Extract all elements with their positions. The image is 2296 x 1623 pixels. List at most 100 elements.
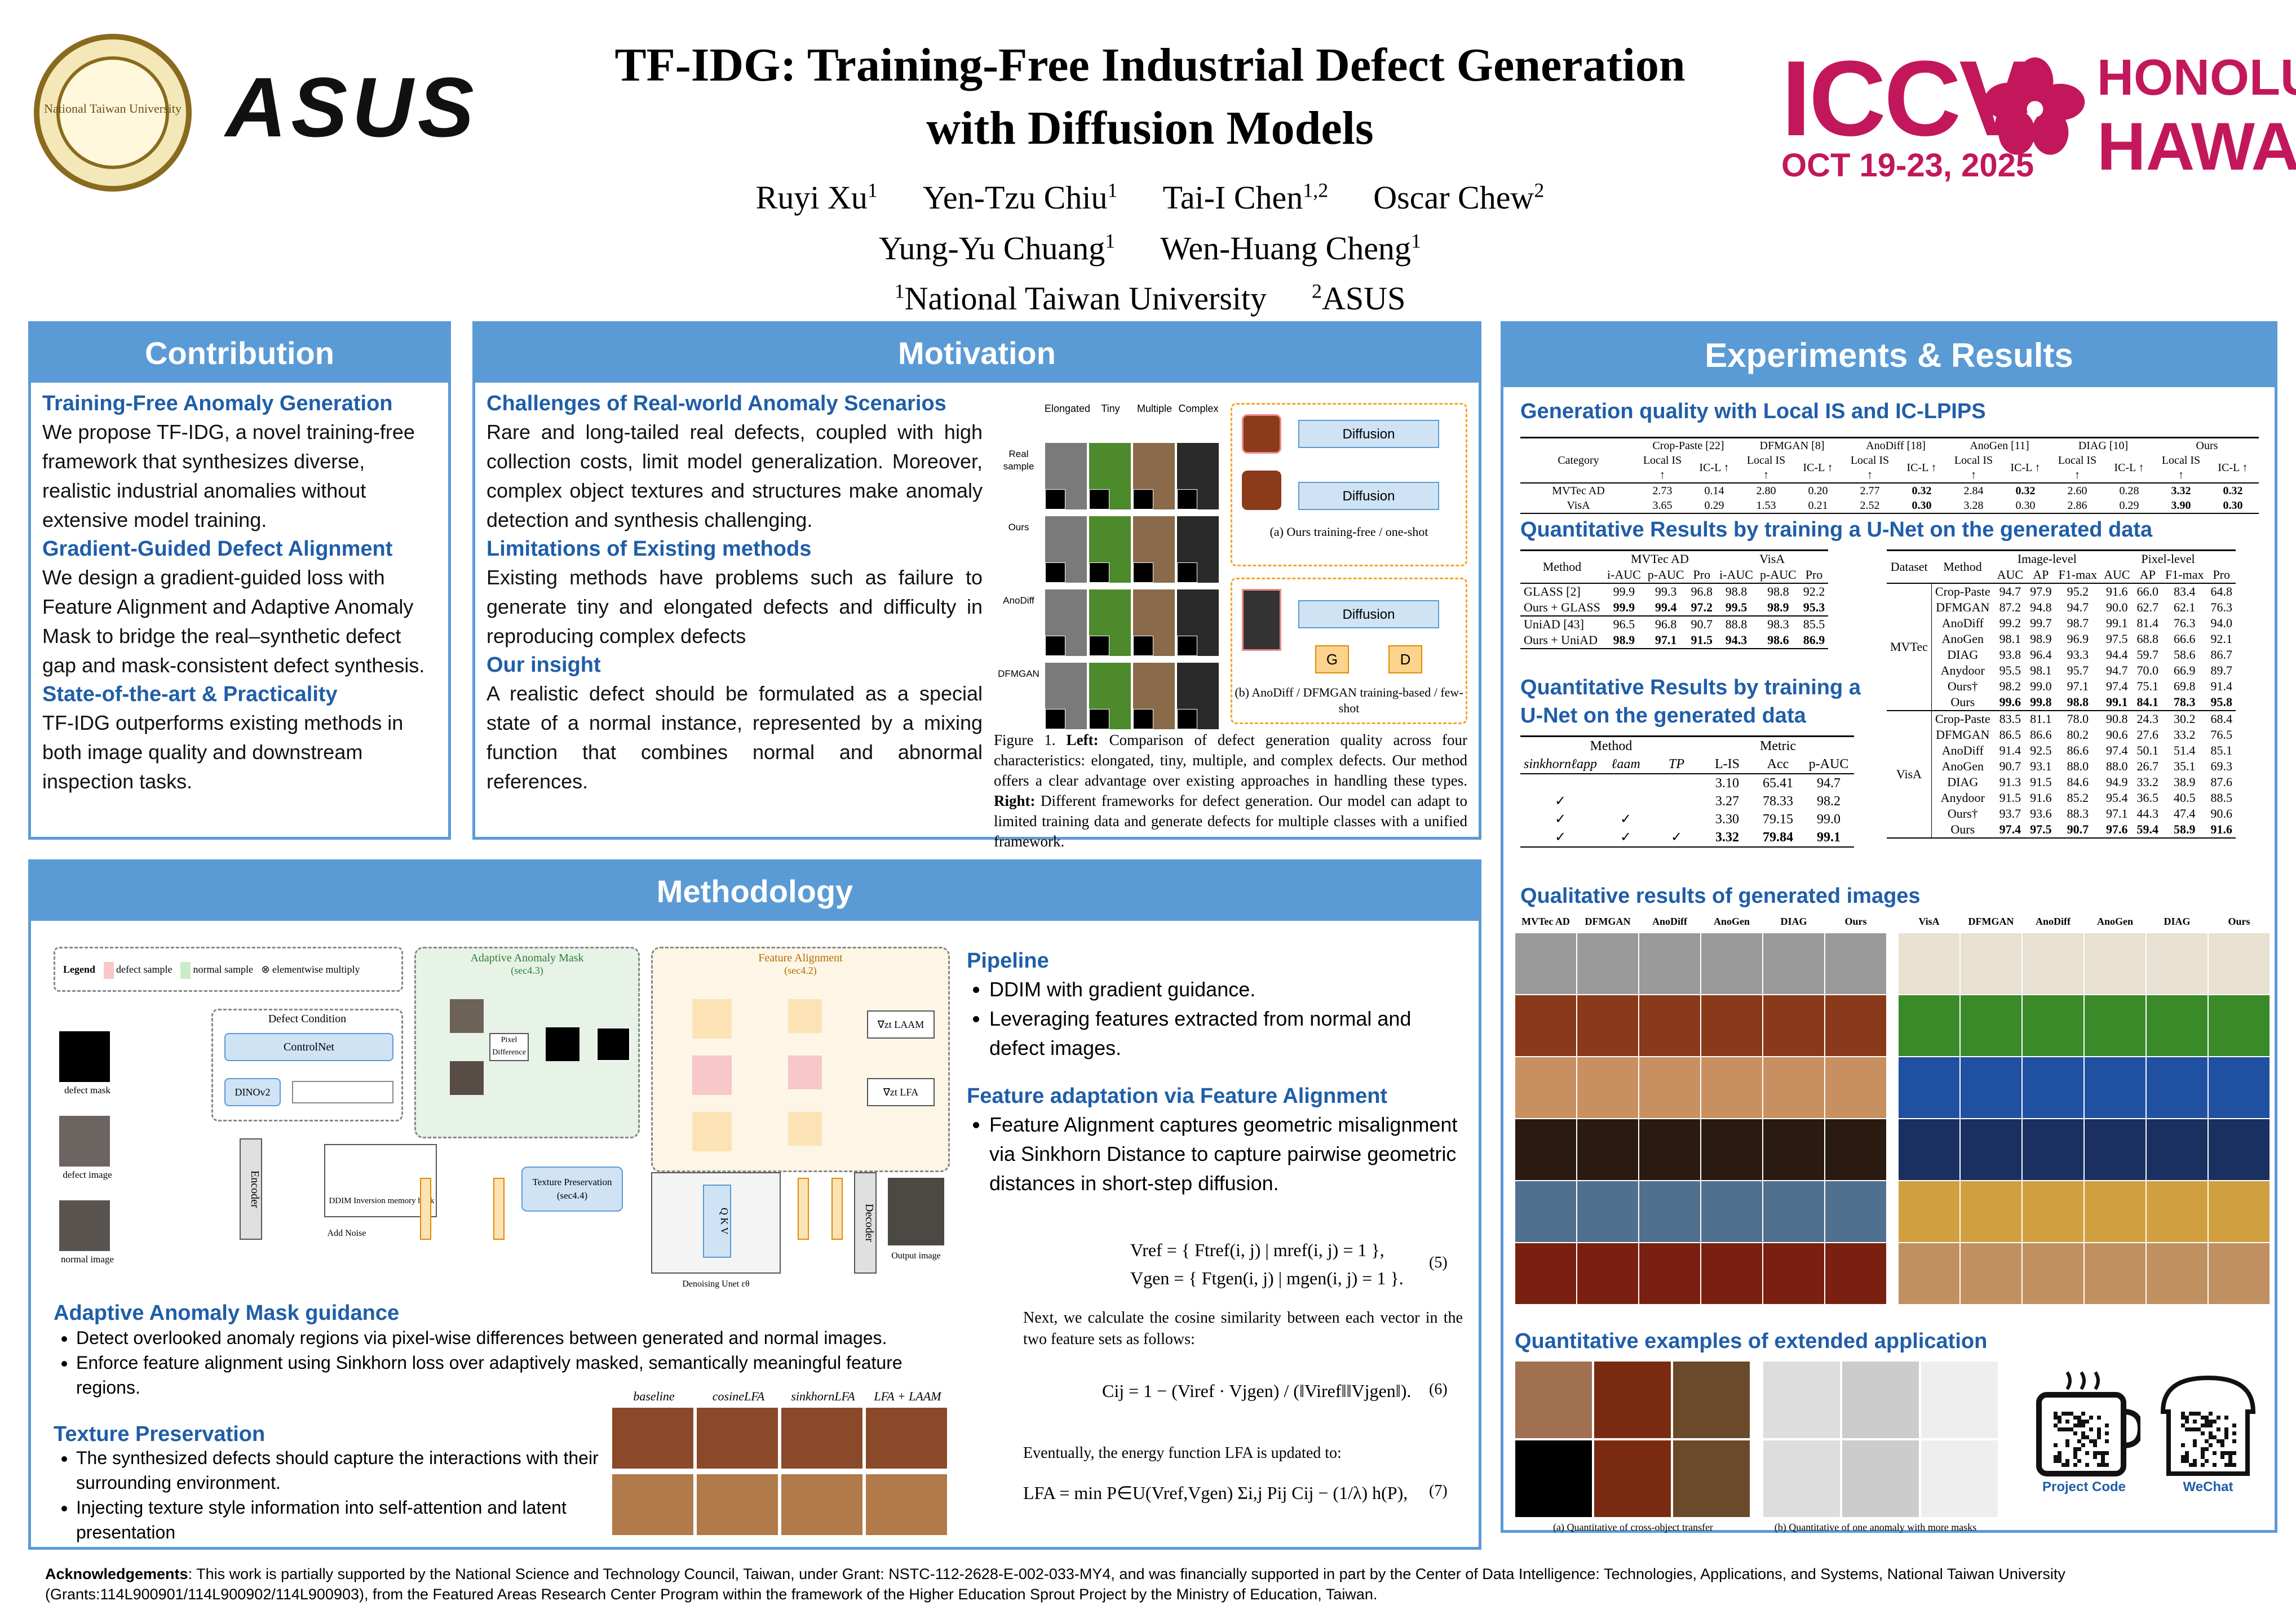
table-row: Ours + UniAD 98.9 97.1 91.5 94.3 98.6 86.9: [1520, 632, 1829, 649]
ext-heading: Quantitative examples of extended applic…: [1515, 1329, 1988, 1353]
qual-image: [2022, 933, 2084, 995]
qual-image: [2084, 1057, 2146, 1119]
bullet-item: Leveraging features extracted from norma…: [989, 1004, 1463, 1063]
tp-bullets: The synthesized defects should capture t…: [54, 1445, 617, 1545]
bullet-item: Feature Alignment captures geometric mis…: [989, 1110, 1463, 1198]
table-row: DFMGAN 87.2 94.8 94.7 90.0 62.7 62.1 76.3: [1936, 600, 2232, 614]
affiliation: 2ASUS: [1312, 280, 1406, 317]
qual-image: [1701, 1057, 1763, 1119]
encoder-box: Encoder: [240, 1138, 262, 1240]
qual-col-header: VisA: [1918, 916, 1940, 927]
fig-sample-image: [1045, 662, 1087, 730]
ablation-col-label: cosineLFA: [712, 1389, 765, 1403]
table-row: ✓ 3.27 78.33 98.2: [1554, 794, 1841, 809]
ext-image: [1673, 1361, 1750, 1439]
ext-image: [1594, 1440, 1671, 1518]
qual-image: [1898, 1243, 1960, 1305]
ext-image: [1921, 1361, 1998, 1439]
qual-image: [1639, 995, 1701, 1057]
qual-image: [1825, 1119, 1887, 1181]
qual-image: [1898, 1057, 1960, 1119]
table-row: DFMGAN 86.5 86.6 80.2 90.6 27.6 33.2 76.5: [1936, 728, 2232, 742]
section-text: A realistic defect should be formulated …: [486, 682, 983, 793]
unet-heading: Quantitative Results by training a U-Net…: [1520, 518, 2153, 542]
grad-aam-box: ∇zt LAAM: [867, 1010, 935, 1039]
author: Yen-Tzu Chiu1: [922, 179, 1118, 216]
qual-image: [1639, 1181, 1701, 1243]
author: Wen-Huang Cheng1: [1160, 229, 1421, 267]
qual-image: [1515, 1119, 1577, 1181]
conf-date: OCT 19-23, 2025: [1781, 147, 2034, 184]
qual-image: [2084, 1181, 2146, 1243]
qual-image: [1577, 933, 1639, 995]
qualitative-grid: MVTec AD DFMGAN AnoDiff AnoGen DIAG Ours VisA D…: [1515, 916, 2270, 1305]
table-row: Anydoor 91.5 91.6 85.2 95.4 36.5 40.5 88.5: [1940, 791, 2232, 805]
ablation-col-label: baseline: [633, 1389, 675, 1403]
wechat-qr[interactable]: WeChat: [2152, 1367, 2264, 1495]
poster-title: TF-IDG: Training-Free Industrial Defect …: [614, 39, 1685, 154]
ablation-image: [781, 1407, 863, 1469]
qual-col-header: DIAG: [1780, 916, 1807, 927]
defect-mask-label: defect mask: [64, 1085, 110, 1096]
qual-image: [1515, 995, 1577, 1057]
qual-image: [2022, 1243, 2084, 1305]
ext-image: [1763, 1361, 1841, 1439]
ablation-images: baseline cosineLFA sinkhornLFA LFA + LAAM: [612, 1389, 950, 1541]
section-text: We propose TF-IDG, a novel training-free…: [42, 420, 415, 531]
qual-image: [1960, 1057, 2022, 1119]
ntu-logo-text: National Taiwan University: [44, 101, 182, 116]
ext-image: [1842, 1361, 1919, 1439]
ext-image: [1594, 1361, 1671, 1439]
fig-col-header: Elongated: [1045, 403, 1091, 414]
experiments-panel: Experiments & Results Generation quality…: [1501, 321, 2277, 1533]
denoising-unet: Q K V: [651, 1172, 781, 1274]
qual-col-header: DFMGAN: [1968, 916, 2014, 927]
section-heading: Gradient-Guided Defect Alignment: [42, 537, 393, 561]
ext-image: [1763, 1440, 1841, 1518]
ablation-col-label: LFA + LAAM: [874, 1389, 941, 1403]
ext-image: [1515, 1361, 1592, 1439]
qual-col-header: AnoGen: [1713, 916, 1750, 927]
figure-1-caption: Figure 1. Left: Comparison of defect gen…: [994, 731, 1468, 850]
project-code-qr[interactable]: Project Code: [2028, 1367, 2144, 1495]
table-row: AnoDiff 99.2 99.7 98.7 99.1 81.4 76.3 94.0: [1941, 616, 2232, 630]
qual-image: [2084, 995, 2146, 1057]
defect-condition-box: Defect Condition ControlNet DINOv2: [211, 1009, 403, 1121]
motivation-body: Challenges of Real-world Anomaly Scenari…: [486, 389, 983, 796]
fig-sample-image: [1089, 516, 1131, 583]
fig-sample-image: [1132, 589, 1175, 657]
unet-table: Method MVTec AD VisA i-AUC p-AUC Pro i-AUC p-AU…: [1520, 549, 1829, 649]
qual-col-header: Ours: [2228, 916, 2250, 927]
qual-image: [1701, 1119, 1763, 1181]
qual-image: [1825, 1057, 1887, 1119]
section-text: Existing methods have problems such as f…: [486, 566, 983, 648]
qual-image: [1825, 1181, 1887, 1243]
table-row: DIAG 91.3 91.5 84.6 94.9 33.2 38.9 87.6: [1947, 775, 2232, 789]
fig-col-header: Tiny: [1101, 403, 1120, 414]
acknowledgements: Acknowledgements: This work is partially…: [45, 1566, 2065, 1603]
fig-row-label: DFMGAN: [998, 668, 1039, 679]
table-row: Ours 99.6 99.8 98.8 99.1 84.1 78.3 95.8: [1887, 694, 2236, 711]
diffusion-box-1: Diffusion: [1298, 420, 1439, 448]
fig-col-header: Multiple: [1136, 403, 1173, 414]
fig-sample-image: [1132, 662, 1175, 730]
table-row: UniAD [43] 96.5 96.8 90.7 88.8 98.3 85.5: [1524, 617, 1825, 631]
wechat-label: WeChat: [2183, 1479, 2233, 1495]
unet-label: Denoising Unet εθ: [682, 1279, 750, 1289]
aam-heading: Adaptive Anomaly Mask guidance: [54, 1301, 400, 1325]
qual-image: [1898, 1181, 1960, 1243]
aam-box: Adaptive Anomaly Mask (sec4.3) Pixel Dif…: [414, 947, 640, 1138]
output-image-label: Output image: [891, 1251, 941, 1261]
table-row: MVTec Crop-Paste 94.7 97.9 95.2 91.6 66.0 83.4 6…: [1887, 583, 2236, 711]
fig-sample-image: [1176, 516, 1219, 583]
qual-image: [2208, 995, 2270, 1057]
qual-image: [2084, 1243, 2146, 1305]
qual-image: [1701, 933, 1763, 995]
coffee-cup-icon: [2036, 1371, 2144, 1476]
contribution-body: Training-Free Anomaly Generation We propo…: [42, 389, 437, 796]
section-heading: Limitations of Existing methods: [486, 537, 812, 561]
qual-image: [1639, 1119, 1701, 1181]
qual-image: [2022, 995, 2084, 1057]
qual-col-header: AnoDiff: [1652, 916, 1687, 927]
qual-image: [1960, 933, 2022, 995]
